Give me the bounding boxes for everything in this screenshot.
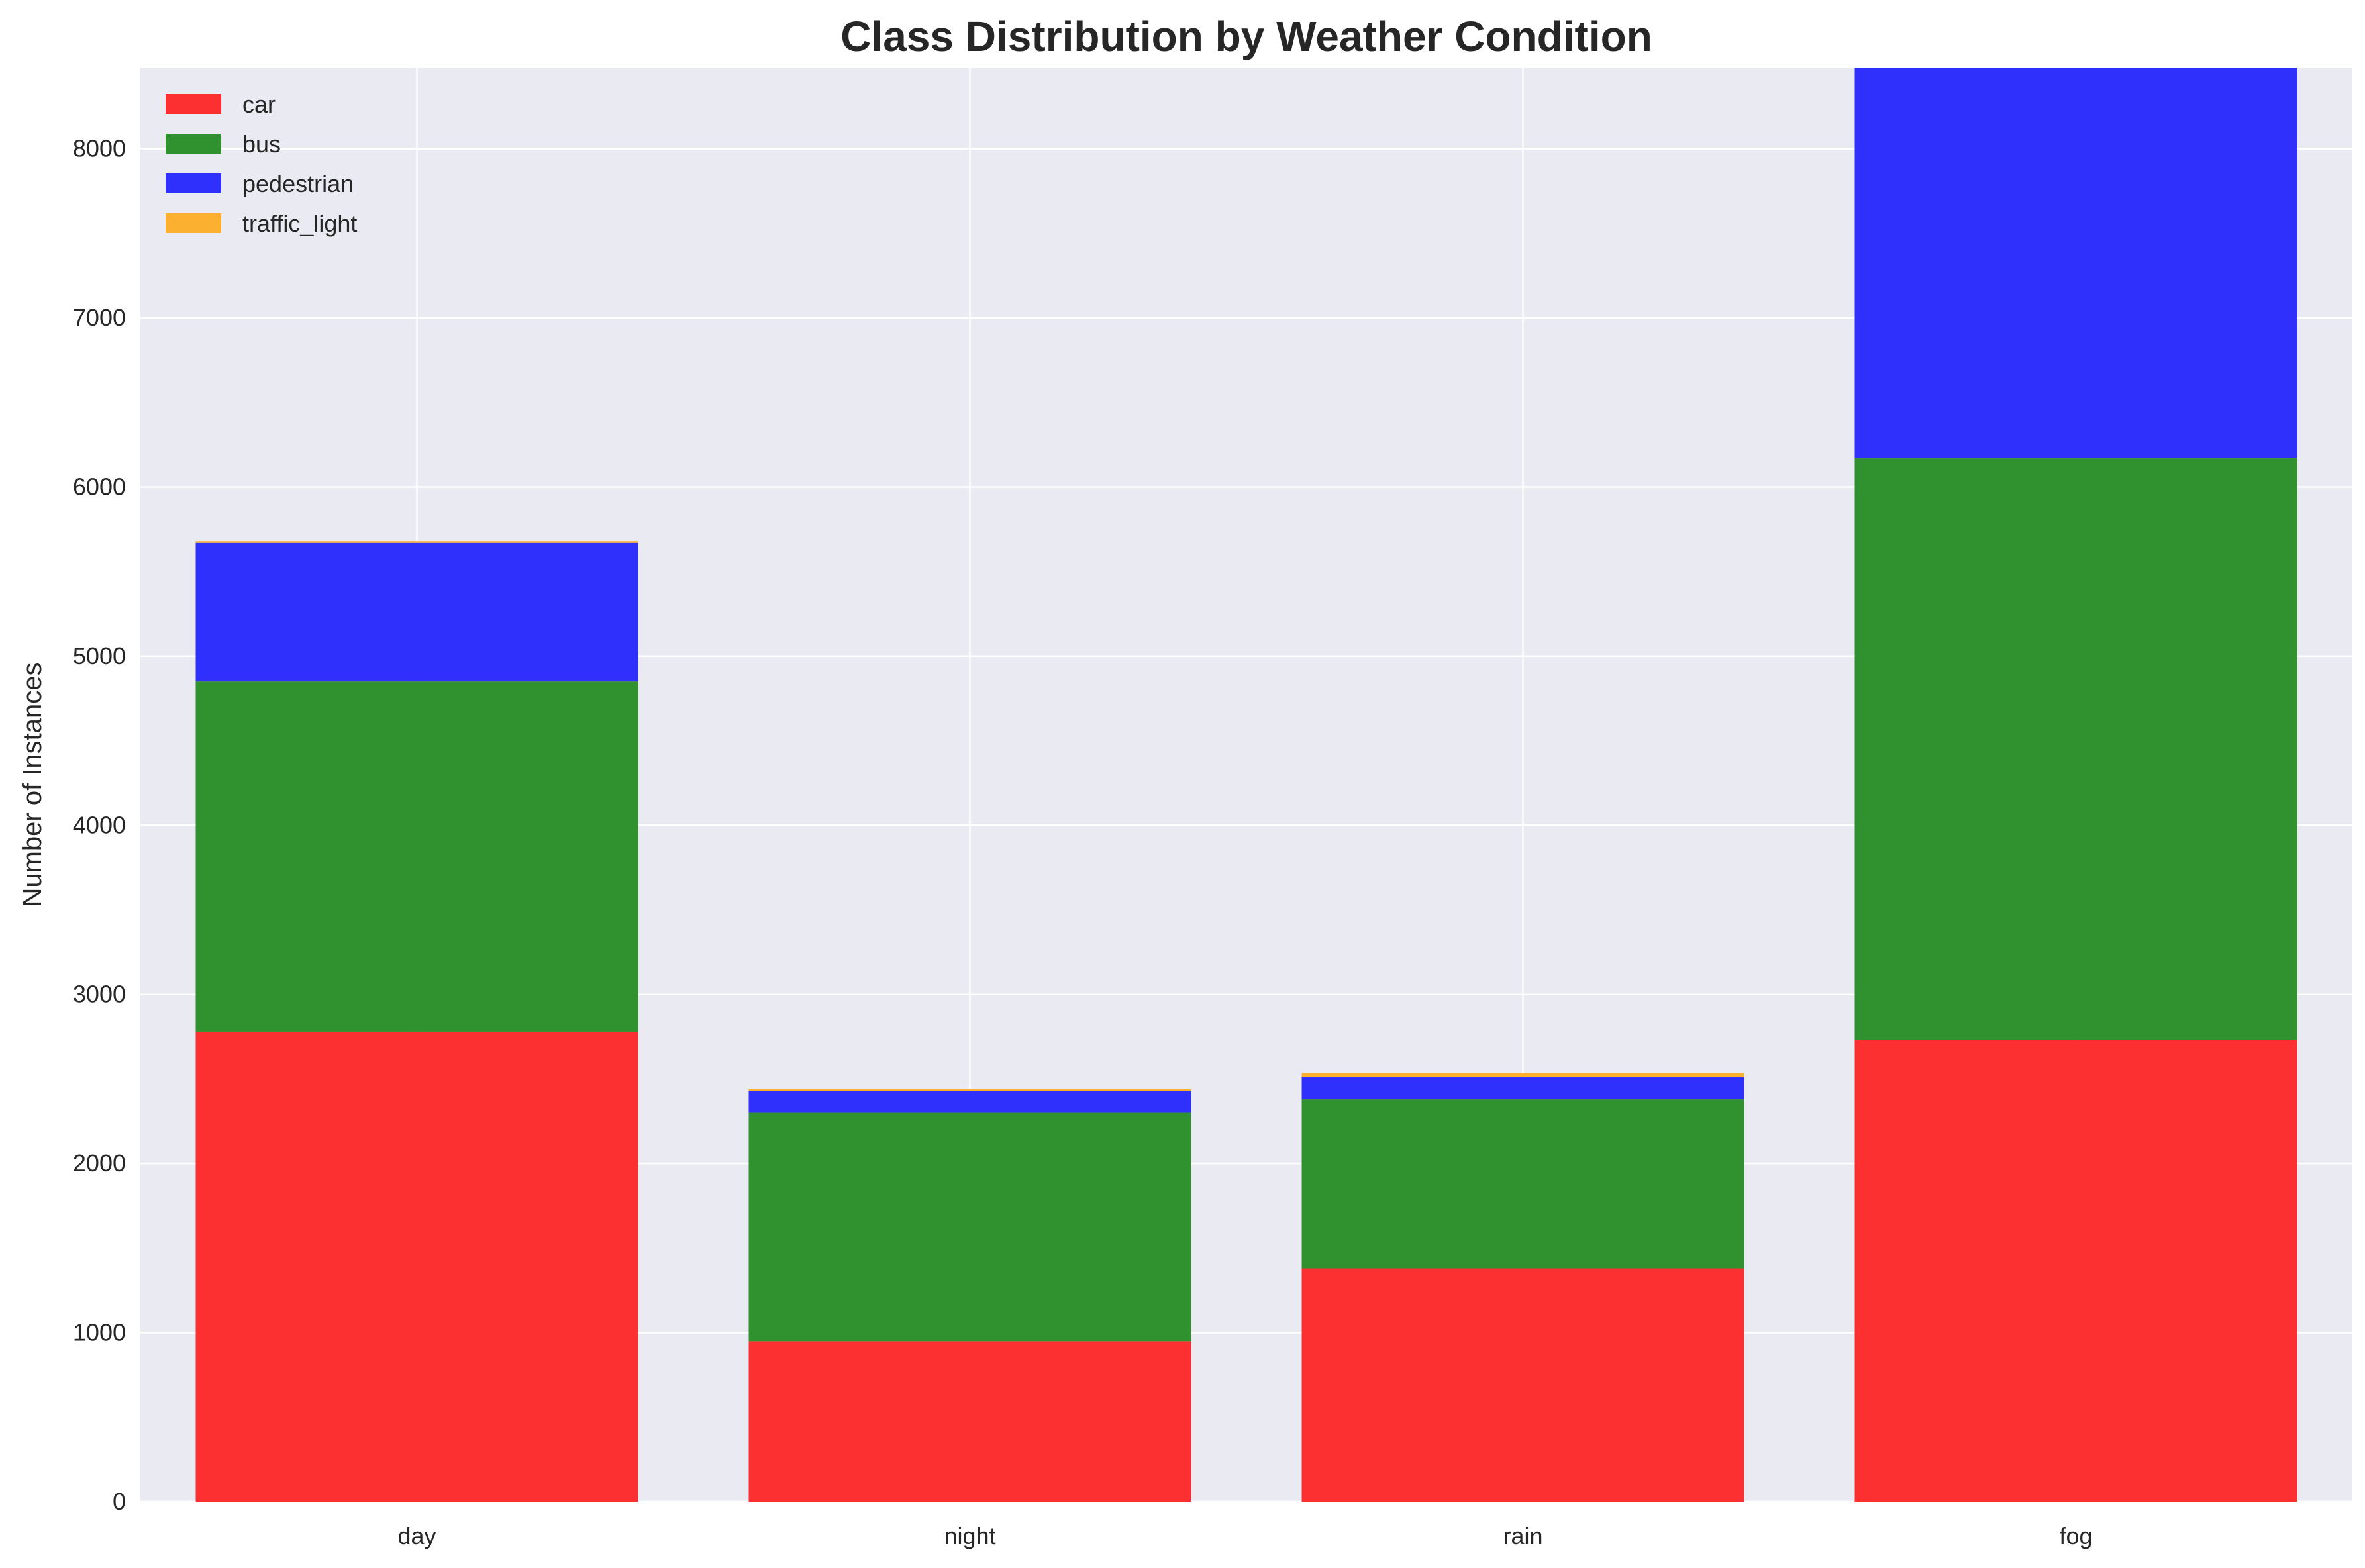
bar-car-day [195,1031,638,1502]
bar-traffic-light-night [748,1089,1191,1091]
bar-bus-fog [1854,458,2297,1040]
bar-pedestrian-night [748,1091,1191,1113]
bar-pedestrian-fog [1854,68,2297,459]
y-tick-label: 0 [113,1488,126,1515]
bars [195,68,2297,1502]
x-tick-label: night [944,1522,995,1549]
y-tick-label: 7000 [73,304,126,331]
bar-bus-rain [1301,1099,1744,1269]
y-tick-label: 5000 [73,642,126,669]
x-tick-label: fog [2059,1522,2092,1549]
legend-label-car: car [242,91,276,118]
x-tick-label: day [397,1522,436,1549]
y-tick-label: 3000 [73,981,126,1008]
bar-car-fog [1854,1040,2297,1502]
bar-pedestrian-day [195,542,638,682]
legend-label-pedestrian: pedestrian [242,170,354,197]
legend-swatch-bus [166,134,221,154]
bar-car-rain [1301,1268,1744,1502]
bar-car-night [748,1341,1191,1502]
y-tick-label: 1000 [73,1319,126,1346]
bar-traffic-light-day [195,541,638,543]
legend-label-traffic-light: traffic_light [242,210,357,237]
y-tick-label: 2000 [73,1150,126,1177]
x-axis-ticks: day night rain fog [397,1522,2092,1549]
legend-swatch-car [166,94,221,114]
legend-swatch-traffic-light [166,213,221,233]
bar-bus-night [748,1112,1191,1342]
chart-title: Class Distribution by Weather Condition [840,13,1652,60]
legend-label-bus: bus [242,130,281,158]
y-axis-ticks: 0 1000 2000 3000 4000 5000 6000 7000 8000 [73,135,126,1515]
bar-traffic-light-rain [1301,1073,1744,1077]
bar-pedestrian-rain [1301,1077,1744,1100]
bar-bus-day [195,681,638,1032]
y-tick-label: 6000 [73,473,126,500]
y-tick-label: 4000 [73,811,126,838]
legend: car bus pedestrian traffic_light [166,91,357,237]
legend-swatch-pedestrian [166,173,221,193]
y-axis-label: Number of Instances [18,662,47,906]
x-tick-label: rain [1503,1522,1542,1549]
y-tick-label: 8000 [73,135,126,162]
